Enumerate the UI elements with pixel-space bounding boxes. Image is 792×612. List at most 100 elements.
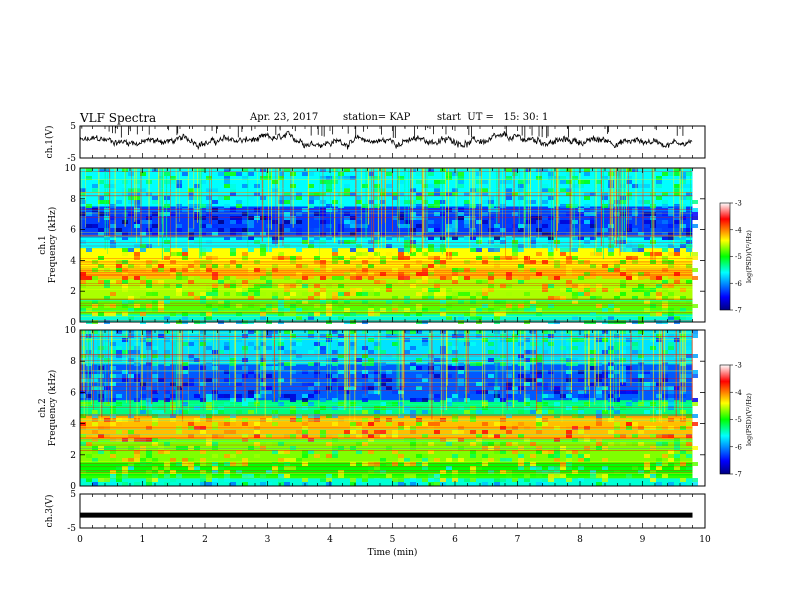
spectrogram-2-cell [674, 406, 680, 410]
spectrogram-1-cell [326, 188, 332, 192]
spectrogram-1-cell [338, 316, 344, 320]
spectrogram-2-cell [194, 406, 200, 410]
spectrogram-1-cell [194, 168, 200, 172]
spectrogram-2-cell [368, 362, 374, 366]
spectrogram-1-cell [182, 172, 188, 176]
spectrogram-1-cell [602, 196, 608, 200]
spectrogram-1-cell [578, 212, 584, 216]
spectrogram-1-cell [278, 236, 284, 240]
spectrogram-1-cell [620, 184, 626, 188]
spectrogram-1-cell [374, 176, 380, 180]
spectrogram-1-cell [146, 264, 152, 268]
spectrogram-2-cell [98, 434, 104, 438]
spectrogram-2-cell [518, 334, 524, 338]
spectrogram-1-cell [530, 268, 536, 272]
spectrogram-1-cell [566, 188, 572, 192]
spectrogram-1-cell [500, 312, 506, 316]
spectrogram-1-cell [158, 268, 164, 272]
spectrogram-1-cell [392, 192, 398, 196]
spectrogram-1-cell [80, 280, 86, 284]
spectrogram-1-cell [122, 236, 128, 240]
spectrogram-1-cell [506, 176, 512, 180]
spectrogram-1-cell [128, 180, 134, 184]
spectrogram-1-cell [494, 256, 500, 260]
spectrogram-2-cell [602, 442, 608, 446]
spectrogram-1-cell [152, 188, 158, 192]
spectrogram-1-cell [194, 264, 200, 268]
spectrogram-1-cell [104, 296, 110, 300]
spectrogram-1-cell [428, 184, 434, 188]
spectrogram-1-band-3 [80, 268, 693, 279]
spectrogram-2-cell [110, 398, 116, 402]
spectrogram-1-cell [530, 200, 536, 204]
spectrogram-1-cell [128, 264, 134, 268]
spectrogram-1-cell [548, 196, 554, 200]
spectrogram-2-cell [560, 358, 566, 362]
spectrogram-1-cell [566, 288, 572, 292]
spectrogram-2-cell [392, 454, 398, 458]
spectrogram-2-cell [248, 390, 254, 394]
spectrogram-2-cell [386, 370, 392, 374]
spectrogram-2-cell [542, 386, 548, 390]
spectrogram-1-cell [668, 292, 674, 296]
spectrogram-2-cell [488, 458, 494, 462]
spectrogram-1-cell [338, 304, 344, 308]
spectrogram-1-cell [224, 180, 230, 184]
spectrogram-2-cell [626, 350, 632, 354]
spectrogram-2-cell [554, 450, 560, 454]
spectrogram-2-cell [530, 410, 536, 414]
spectrogram-1-cell [314, 268, 320, 272]
spectrogram-1-cell [530, 304, 536, 308]
spectrogram-1-cell [614, 300, 620, 304]
spectrogram-1-cell [242, 260, 248, 264]
spectrogram-2-cell [110, 422, 116, 426]
spectrogram-2-cell [680, 478, 686, 482]
waveform-1-tick-label: 5 [70, 122, 76, 132]
spectrogram-2-cell [314, 454, 320, 458]
spectrogram-1-cell [452, 228, 458, 232]
spectrogram-1-cell [440, 168, 446, 172]
spectrogram-2-cell [242, 402, 248, 406]
waveform-panel-3 [79, 493, 706, 529]
spectrogram-2-cell [248, 398, 254, 402]
spectrogram-2-cell [194, 358, 200, 362]
spectrogram-2-cell [260, 342, 266, 346]
spectrogram-1-cell [476, 240, 482, 244]
spectrogram-1-cell [392, 304, 398, 308]
spectrogram-1-cell [374, 252, 380, 256]
spectrogram-1-cell [674, 220, 680, 224]
spectrogram-1-cell [212, 308, 218, 312]
spectrogram-1-cell [416, 196, 422, 200]
spectrogram-2-cell [518, 386, 524, 390]
spectrogram-2-cell [458, 406, 464, 410]
spectrogram-2-cell [170, 438, 176, 442]
spectrogram-1-cell [230, 188, 236, 192]
spectrogram-1-cell [314, 228, 320, 232]
spectrogram-2-cell [434, 394, 440, 398]
spectrogram-1-cell [236, 312, 242, 316]
spectrogram-1-cell [284, 296, 290, 300]
spectrogram-2-cell [536, 370, 542, 374]
spectrogram-1-cell [404, 296, 410, 300]
spectrogram-2-cell [80, 358, 86, 362]
spectrogram-2-cell [350, 358, 356, 362]
spectrogram-2-cell [158, 406, 164, 410]
spectrogram-2-cell [128, 446, 134, 450]
spectrogram-2-cell [224, 402, 230, 406]
spectrogram-1-cell [242, 280, 248, 284]
spectrogram-1-cell [242, 168, 248, 172]
spectrogram-1-cell [170, 176, 176, 180]
spectrogram-2-cell [686, 374, 692, 378]
spectrogram-2-cell [302, 478, 308, 482]
spectrogram-1-cell [638, 272, 644, 276]
spectrogram-1-cell [92, 276, 98, 280]
spectrogram-1-cell [620, 292, 626, 296]
spectrogram-2-cell [470, 414, 476, 418]
spectrogram-2-cell [536, 410, 542, 414]
spectrogram-2-cell [584, 446, 590, 450]
spectrogram-1-cell [638, 200, 644, 204]
spectrogram-2-cell [110, 482, 116, 486]
spectrogram-1-cell [302, 240, 308, 244]
spectrogram-1-cell [428, 228, 434, 232]
spectrogram-2-cell [266, 470, 272, 474]
